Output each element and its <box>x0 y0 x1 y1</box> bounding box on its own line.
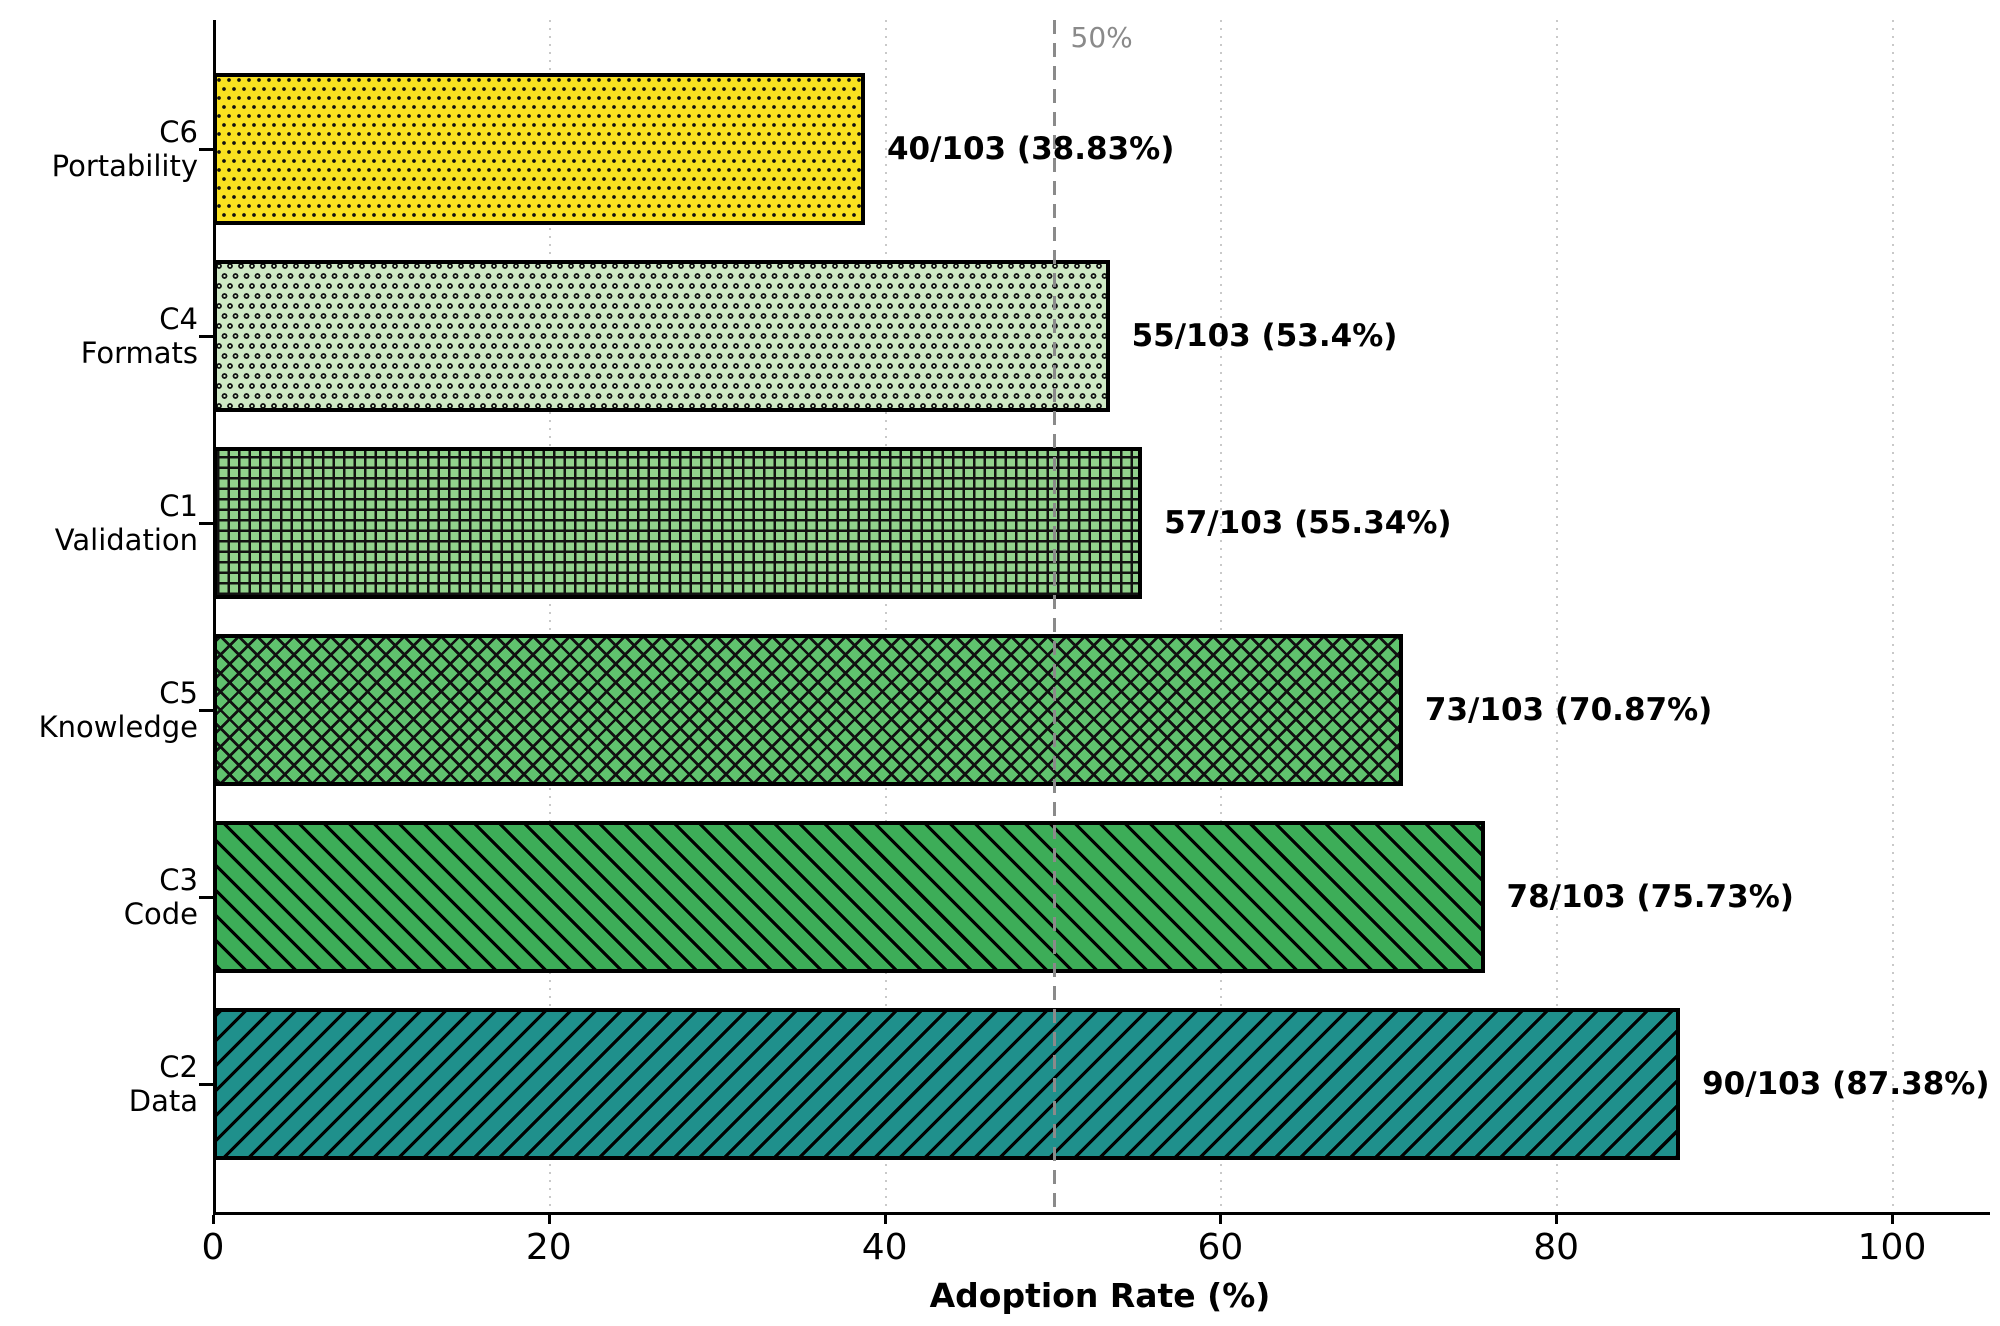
ytick-label-c5: C5 Knowledge <box>0 676 198 744</box>
xtick-mark-0 <box>212 1215 215 1224</box>
bar-c4 <box>213 260 1110 412</box>
xtick-mark-80 <box>1555 1215 1559 1224</box>
ytick-mark-c6 <box>199 148 213 151</box>
gridline-60 <box>1220 20 1223 1212</box>
y-axis-spine <box>213 20 216 1215</box>
reference-line-50pct <box>1052 20 1056 1212</box>
bar-c5 <box>213 634 1403 786</box>
ytick-label-c2: C2 Data <box>0 1050 198 1118</box>
xtick-label-80: 80 <box>1533 1227 1580 1268</box>
xtick-mark-100 <box>1891 1215 1894 1224</box>
ytick-mark-c3 <box>199 896 213 899</box>
xtick-mark-20 <box>547 1215 551 1224</box>
gridline-100 <box>1892 20 1894 1212</box>
bar-c6 <box>213 73 865 225</box>
gridline-20 <box>548 20 551 1212</box>
xtick-mark-60 <box>1219 1215 1223 1224</box>
value-label-c2: 90/103 (87.38%) <box>1702 1066 1990 1102</box>
xtick-label-40: 40 <box>861 1227 908 1268</box>
category-name: Code <box>123 897 198 931</box>
category-name: Data <box>128 1084 198 1118</box>
xtick-label-100: 100 <box>1857 1227 1927 1268</box>
category-name: Portability <box>51 149 198 183</box>
value-label-c4: 55/103 (53.4%) <box>1131 318 1398 354</box>
value-label-c5: 73/103 (70.87%) <box>1424 692 1713 728</box>
x-axis-spine <box>213 1212 1990 1215</box>
ytick-mark-c5 <box>199 709 213 712</box>
ytick-label-c1: C1 Validation <box>0 489 198 557</box>
bar-c3 <box>213 821 1485 973</box>
category-name: Knowledge <box>38 710 198 744</box>
gridline-80 <box>1556 20 1559 1212</box>
category-code: C1 <box>159 489 198 523</box>
value-label-c3: 78/103 (75.73%) <box>1506 879 1794 915</box>
category-code: C3 <box>159 863 198 897</box>
category-code: C5 <box>159 676 198 710</box>
category-code: C4 <box>159 302 198 336</box>
ytick-label-c4: C4 Formats <box>0 302 198 370</box>
bar-c1 <box>213 447 1143 599</box>
category-code: C6 <box>159 115 198 149</box>
ytick-label-c3: C3 Code <box>0 863 198 931</box>
xtick-label-0: 0 <box>201 1227 225 1268</box>
reference-line-label: 50% <box>1070 21 1133 54</box>
category-code: C2 <box>159 1050 198 1084</box>
value-label-c1: 57/103 (55.34%) <box>1164 505 1452 541</box>
ytick-label-c6: C6 Portability <box>0 115 198 183</box>
x-axis-title: Adoption Rate (%) <box>929 1276 1271 1315</box>
xtick-mark-40 <box>883 1215 887 1224</box>
xtick-label-20: 20 <box>525 1227 572 1268</box>
ytick-mark-c4 <box>199 335 213 338</box>
ytick-mark-c1 <box>199 522 213 525</box>
category-name: Formats <box>80 336 198 370</box>
value-label-c6: 40/103 (38.83%) <box>886 131 1175 167</box>
xtick-label-60: 60 <box>1197 1227 1244 1268</box>
ytick-mark-c2 <box>199 1083 213 1086</box>
bar-c2 <box>213 1008 1681 1160</box>
gridline-40 <box>884 20 887 1212</box>
category-name: Validation <box>54 523 198 557</box>
